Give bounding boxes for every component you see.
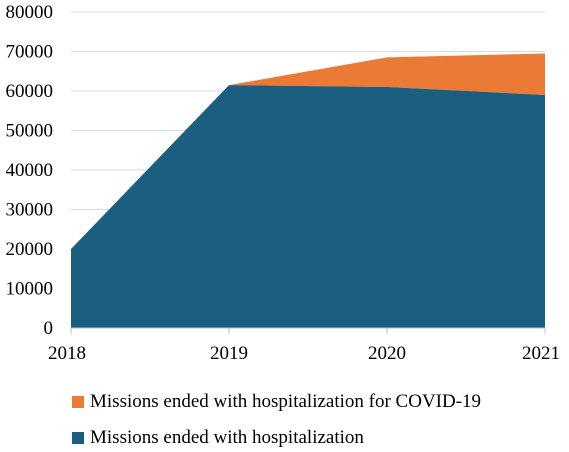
legend-label-hospitalization: Missions ended with hospitalization — [90, 427, 364, 448]
x-tick-label: 2020 — [368, 343, 406, 364]
y-tick-label: 40000 — [6, 160, 54, 181]
area-covid — [71, 53, 545, 249]
y-tick-label: 0 — [44, 318, 54, 339]
area-chart: 0 10000 20000 30000 40000 50000 60000 70000 8000… — [6, 2, 561, 364]
x-tick-label: 2018 — [48, 343, 86, 364]
y-tick-label: 60000 — [6, 81, 54, 102]
y-tick-label: 30000 — [6, 200, 54, 221]
y-tick-label: 50000 — [6, 121, 54, 142]
y-tick-label: 20000 — [6, 239, 54, 260]
axes — [70, 327, 546, 334]
tick-labels: 0 10000 20000 30000 40000 50000 60000 70000 8000… — [6, 2, 561, 364]
legend-item-covid: Missions ended with hospitalization for … — [72, 391, 481, 413]
area-hospitalization — [71, 85, 545, 328]
legend-label-covid: Missions ended with hospitalization for … — [90, 391, 482, 412]
legend-item-hospitalization: Missions ended with hospitalization — [72, 427, 364, 449]
y-tick-label: 10000 — [6, 279, 54, 300]
legend-swatch-covid — [72, 396, 84, 408]
legend-swatch-hospitalization — [72, 432, 84, 444]
areas — [71, 53, 545, 328]
y-tick-label: 80000 — [6, 2, 54, 23]
y-tick-label: 70000 — [6, 42, 54, 63]
x-tick-label: 2019 — [210, 343, 248, 364]
x-tick-label: 2021 — [522, 343, 560, 364]
